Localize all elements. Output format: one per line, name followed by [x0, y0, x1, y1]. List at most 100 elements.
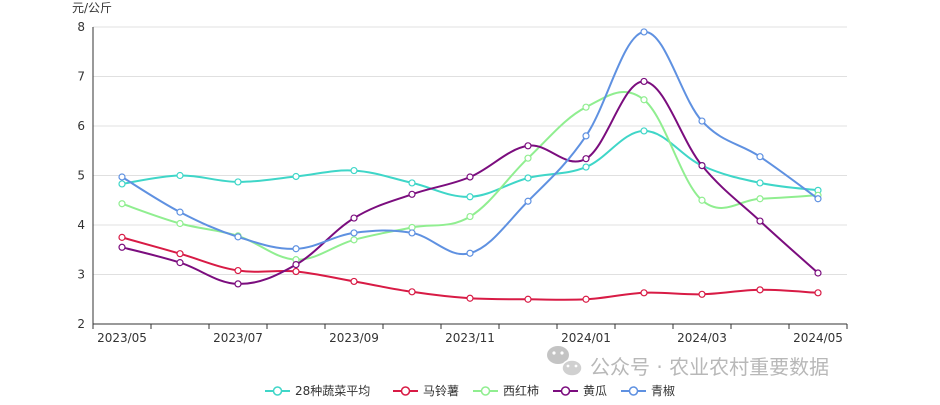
data-point[interactable] — [408, 288, 416, 296]
data-point[interactable] — [524, 142, 532, 150]
data-point[interactable] — [176, 219, 184, 228]
data-point[interactable] — [176, 171, 184, 180]
data-point[interactable] — [640, 289, 648, 297]
legend-item[interactable]: 青椒 — [621, 384, 675, 398]
data-point[interactable] — [524, 154, 532, 162]
data-point[interactable] — [466, 193, 474, 201]
legend-label: 黄瓜 — [583, 384, 607, 398]
axes: 2 3 4 5 6 7 8 2023/05 2023/07 2023/09 2023/11 2024/… — [77, 20, 848, 345]
y-tick-label: 5 — [77, 169, 85, 183]
data-point[interactable] — [640, 127, 648, 135]
data-point[interactable] — [350, 277, 358, 286]
data-point[interactable] — [756, 153, 764, 161]
data-point[interactable] — [234, 266, 242, 275]
data-point[interactable] — [118, 243, 126, 251]
legend-item[interactable]: 马铃薯 — [393, 383, 459, 398]
legend-item[interactable]: 黄瓜 — [553, 384, 607, 398]
data-point[interactable] — [176, 259, 184, 267]
data-point[interactable] — [698, 162, 706, 170]
data-point[interactable] — [408, 190, 416, 198]
data-point[interactable] — [292, 245, 300, 253]
data-point[interactable] — [466, 173, 474, 181]
data-point[interactable] — [582, 155, 590, 163]
x-tick-label: 2023/07 — [213, 331, 263, 345]
data-point[interactable] — [582, 103, 590, 111]
data-point[interactable] — [814, 289, 822, 297]
x-tick-label: 2024/05 — [793, 331, 843, 345]
data-point[interactable] — [814, 195, 822, 203]
data-point[interactable] — [640, 77, 648, 86]
data-point[interactable] — [234, 178, 242, 186]
data-point[interactable] — [408, 179, 416, 187]
data-point[interactable] — [814, 269, 822, 277]
data-point[interactable] — [118, 233, 126, 241]
legend-marker-icon — [480, 386, 491, 396]
data-point[interactable] — [176, 250, 184, 258]
x-tick-label: 2023/05 — [97, 331, 147, 345]
data-point[interactable] — [350, 166, 358, 175]
legend-marker-icon — [560, 386, 571, 396]
legend-marker-icon — [272, 386, 283, 396]
x-tick-label: 2023/09 — [329, 331, 379, 345]
data-point[interactable] — [292, 267, 300, 276]
data-point[interactable] — [756, 286, 764, 294]
x-tick-label: 2024/03 — [677, 331, 727, 345]
data-point[interactable] — [234, 233, 242, 241]
legend-item[interactable]: 28种蔬菜平均 — [265, 384, 370, 398]
y-tick-label: 6 — [77, 119, 85, 133]
data-point[interactable] — [350, 236, 358, 244]
data-point[interactable] — [582, 163, 590, 171]
y-tick-label: 8 — [77, 20, 85, 34]
data-point[interactable] — [640, 28, 648, 36]
data-point[interactable] — [698, 290, 706, 298]
data-point[interactable] — [582, 132, 590, 140]
data-point[interactable] — [466, 294, 474, 302]
grid-lines — [93, 26, 847, 325]
data-point[interactable] — [118, 200, 126, 208]
series-line — [121, 129, 819, 198]
data-point[interactable] — [756, 217, 764, 225]
legend[interactable]: 28种蔬菜平均 马铃薯 西红柿 黄瓜 青椒 — [265, 383, 675, 398]
data-point[interactable] — [524, 174, 532, 182]
legend-marker-icon — [400, 386, 411, 396]
data-point[interactable] — [408, 229, 416, 237]
data-point[interactable] — [698, 117, 706, 125]
legend-item[interactable]: 西红柿 — [473, 383, 539, 398]
legend-label: 28种蔬菜平均 — [295, 384, 370, 398]
series-line — [121, 30, 819, 256]
data-point[interactable] — [524, 295, 532, 303]
y-tick-label: 7 — [77, 70, 85, 84]
x-tick-label: 2024/01 — [561, 331, 611, 345]
x-tick-label: 2023/11 — [445, 331, 495, 345]
series-line — [121, 236, 819, 301]
data-point[interactable] — [756, 179, 764, 187]
data-point[interactable] — [582, 295, 590, 303]
data-point[interactable] — [466, 249, 474, 257]
y-axis-unit-label: 元/公斤 — [72, 1, 112, 15]
legend-label: 青椒 — [651, 384, 675, 398]
legend-label: 西红柿 — [503, 383, 539, 398]
series-1 — [118, 127, 822, 201]
legend-marker-icon — [628, 386, 639, 396]
data-point[interactable] — [118, 173, 126, 181]
y-tick-label: 4 — [77, 218, 85, 232]
data-point[interactable] — [176, 208, 184, 216]
data-point[interactable] — [292, 261, 300, 269]
legend-label: 马铃薯 — [423, 383, 459, 398]
data-point[interactable] — [524, 197, 532, 205]
data-point[interactable] — [466, 212, 474, 221]
wechat-logo-icon — [547, 346, 583, 377]
data-point[interactable] — [292, 172, 300, 181]
y-tick-label: 2 — [77, 317, 85, 331]
data-point[interactable] — [350, 214, 358, 222]
data-point[interactable] — [350, 229, 358, 237]
series-lines — [118, 28, 822, 303]
data-point[interactable] — [640, 96, 648, 104]
data-point[interactable] — [234, 280, 242, 288]
data-point[interactable] — [756, 195, 764, 203]
series-4 — [118, 77, 822, 288]
data-point[interactable] — [118, 180, 126, 188]
watermark-text: 公众号 · 农业农村重要数据 — [590, 355, 829, 379]
data-point[interactable] — [698, 196, 706, 204]
